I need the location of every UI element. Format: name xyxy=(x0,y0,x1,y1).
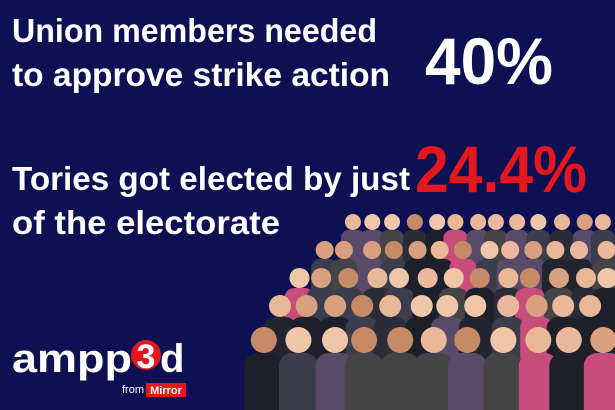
crowd-shape xyxy=(389,268,410,288)
crowd-shape xyxy=(351,327,378,353)
crowd-shape xyxy=(552,295,575,317)
crowd-shape xyxy=(549,353,589,410)
statement-line: to approve strike action xyxy=(12,56,390,93)
crowd-shape xyxy=(576,214,593,230)
crowd-shape xyxy=(447,353,487,410)
crowd-shape xyxy=(244,353,284,410)
crowd-shape xyxy=(420,327,447,353)
crowd-shape xyxy=(295,295,318,317)
figure: 24.4% xyxy=(415,132,587,206)
logo-text: 3 xyxy=(137,338,156,376)
crowd-shape xyxy=(579,295,602,317)
crowd-shape xyxy=(429,214,446,230)
crowd-shape xyxy=(408,241,427,259)
crowd-shape xyxy=(364,214,381,230)
publisher-box xyxy=(146,383,186,397)
crowd-shape xyxy=(285,327,312,353)
crowd-shape xyxy=(430,241,449,259)
crowd-shape xyxy=(469,268,490,288)
crowd-shape xyxy=(380,353,420,410)
crowd-shape xyxy=(338,268,359,288)
crowd-shape xyxy=(487,214,504,230)
crowd-shape xyxy=(384,214,401,230)
crowd-shape xyxy=(597,268,615,288)
statement-line: Tories got elected by just xyxy=(12,160,410,197)
crowd-shape xyxy=(597,241,615,259)
crowd-shape xyxy=(315,241,334,259)
crowd-shape xyxy=(334,241,353,259)
crowd-shape xyxy=(268,295,291,317)
crowd-shape xyxy=(590,327,615,353)
crowd-shape xyxy=(498,268,519,288)
crowd-shape xyxy=(530,214,547,230)
publisher: Mirror xyxy=(150,385,183,397)
crowd-shape xyxy=(384,241,403,259)
crowd-shape xyxy=(379,295,402,317)
crowd-shape xyxy=(554,214,571,230)
crowd-shape xyxy=(594,214,611,230)
crowd-shape xyxy=(525,327,552,353)
crowd-shape xyxy=(406,214,423,230)
crowd-shape xyxy=(344,214,361,230)
crowd-shape xyxy=(351,295,374,317)
crowd-shape xyxy=(546,241,565,259)
crowd-shape xyxy=(410,295,433,317)
crowd-shape xyxy=(519,268,540,288)
crowd-shape xyxy=(490,327,517,353)
crowd-shape xyxy=(414,353,454,410)
crowd-shape xyxy=(555,327,582,353)
crowd-shape xyxy=(509,214,526,230)
crowd-shape xyxy=(501,241,520,259)
logo-circle xyxy=(131,340,161,370)
crowd-shape xyxy=(464,295,487,317)
crowd-shape xyxy=(575,268,596,288)
crowd-shape xyxy=(311,268,332,288)
crowd-shape xyxy=(454,327,481,353)
crowd-shape xyxy=(322,327,349,353)
crowd-shape xyxy=(470,214,487,230)
crowd-shape xyxy=(518,353,558,410)
logo-from: from xyxy=(122,384,144,396)
crowd-shape xyxy=(524,241,543,259)
logo-text: d xyxy=(160,337,184,381)
crowd-shape xyxy=(497,295,520,317)
crowd-shape xyxy=(480,241,499,259)
figure: 40% xyxy=(425,24,553,98)
statement-line: of the electorate xyxy=(12,204,280,241)
statement-line: Union members needed xyxy=(12,12,377,49)
crowd-shape xyxy=(417,268,438,288)
crowd-shape xyxy=(583,353,615,410)
crowd-shape xyxy=(250,327,277,353)
crowd-shape xyxy=(289,268,310,288)
crowd-shape xyxy=(278,353,318,410)
crowd-shape xyxy=(436,295,459,317)
logo-text: ampp xyxy=(12,337,132,381)
crowd-shape xyxy=(453,241,472,259)
crowd-shape xyxy=(387,327,414,353)
crowd-shape xyxy=(363,241,382,259)
crowd-shape xyxy=(367,268,388,288)
crowd-shape xyxy=(483,353,523,410)
crowd-shape xyxy=(570,241,589,259)
logo: ampp 3 d from Mirror xyxy=(12,337,186,397)
crowd-photo xyxy=(244,214,615,410)
crowd-shape xyxy=(525,295,548,317)
crowd-shape xyxy=(447,214,464,230)
crowd-shape xyxy=(344,353,384,410)
crowd-shape xyxy=(548,268,569,288)
crowd-shape xyxy=(324,295,347,317)
crowd-shape xyxy=(443,268,464,288)
